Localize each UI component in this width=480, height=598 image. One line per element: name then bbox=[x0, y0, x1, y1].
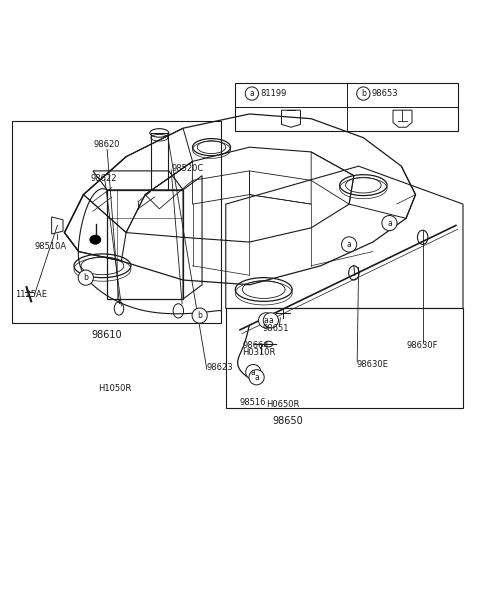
Text: 98510A: 98510A bbox=[34, 242, 66, 251]
Circle shape bbox=[259, 313, 274, 328]
Circle shape bbox=[357, 87, 370, 100]
Text: 98653: 98653 bbox=[372, 89, 398, 98]
Text: 98520C: 98520C bbox=[171, 164, 204, 173]
Bar bbox=[12, 121, 221, 323]
Text: 98651: 98651 bbox=[263, 324, 289, 334]
Text: 81199: 81199 bbox=[260, 89, 287, 98]
Text: a: a bbox=[250, 89, 254, 98]
Circle shape bbox=[263, 313, 278, 328]
Text: 98610: 98610 bbox=[92, 329, 122, 340]
Ellipse shape bbox=[90, 236, 100, 244]
Text: 98650: 98650 bbox=[272, 416, 303, 426]
Text: a: a bbox=[387, 219, 392, 228]
Text: H0310R: H0310R bbox=[242, 347, 276, 356]
Text: b: b bbox=[197, 311, 202, 320]
Text: 98630F: 98630F bbox=[406, 341, 438, 350]
Text: 98620: 98620 bbox=[94, 141, 120, 150]
Text: a: a bbox=[251, 368, 256, 377]
Circle shape bbox=[246, 364, 261, 380]
Circle shape bbox=[342, 237, 357, 252]
Circle shape bbox=[192, 308, 207, 323]
Circle shape bbox=[78, 270, 94, 285]
Text: a: a bbox=[254, 373, 259, 382]
Text: a: a bbox=[264, 316, 268, 325]
Circle shape bbox=[245, 87, 259, 100]
Text: 98623: 98623 bbox=[207, 364, 233, 373]
Text: a: a bbox=[268, 316, 273, 325]
Text: 98622: 98622 bbox=[91, 173, 117, 182]
Text: b: b bbox=[361, 89, 366, 98]
Text: 98516: 98516 bbox=[240, 398, 266, 407]
Text: a: a bbox=[347, 240, 351, 249]
Text: H0650R: H0650R bbox=[266, 400, 300, 409]
Bar bbox=[235, 83, 458, 130]
Text: H1050R: H1050R bbox=[97, 384, 131, 393]
Text: 98630E: 98630E bbox=[356, 360, 388, 369]
Bar bbox=[226, 309, 463, 408]
Circle shape bbox=[382, 215, 397, 231]
Bar bbox=[151, 133, 168, 190]
Text: 98664: 98664 bbox=[242, 341, 269, 350]
Text: b: b bbox=[84, 273, 88, 282]
Circle shape bbox=[249, 370, 264, 385]
Text: 1125AE: 1125AE bbox=[14, 290, 47, 299]
